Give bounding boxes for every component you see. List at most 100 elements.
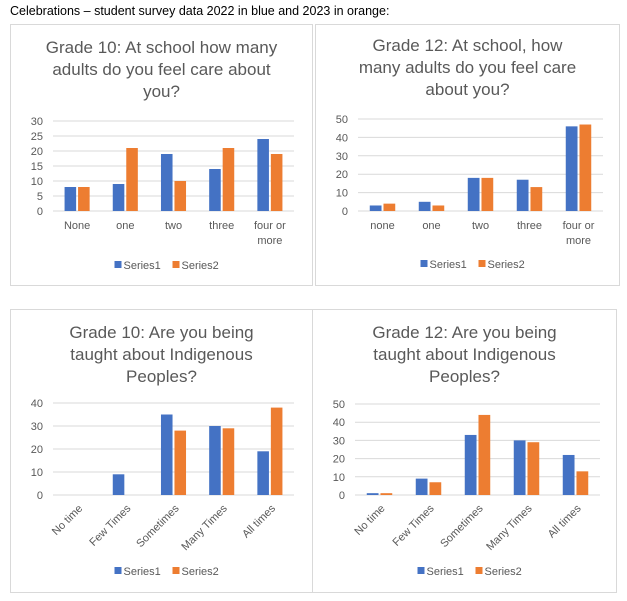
- bar-series2: [222, 428, 235, 495]
- chart-plot: 0 5 10 15 20 25 30 None one two three four or more Se…: [31, 116, 294, 272]
- bar-series2: [576, 471, 589, 495]
- x-tick-label: Few Times: [391, 502, 437, 548]
- y-tick-label: 15: [31, 161, 43, 173]
- x-tick-label: All times: [546, 502, 584, 540]
- bar-series2: [270, 154, 283, 211]
- bar-series2: [174, 181, 187, 211]
- chart-title-line: Peoples?: [429, 367, 500, 386]
- bar-series2: [383, 203, 396, 211]
- legend-label: Series2: [182, 566, 219, 578]
- y-tick-label: 10: [31, 176, 43, 188]
- chart-title: Grade 12: At school, how many adults do …: [316, 35, 619, 101]
- x-tick-label: No time: [352, 503, 387, 538]
- x-tick-label: four or: [563, 220, 595, 232]
- bar-series1: [516, 179, 529, 211]
- x-tick-label: Few Times: [87, 502, 133, 548]
- chart-title-line: taught about Indigenous: [70, 345, 253, 364]
- bar-series1: [464, 434, 477, 495]
- bar-series1: [369, 205, 382, 211]
- legend-swatch-series1: [420, 260, 428, 267]
- legend-label: Series2: [485, 566, 522, 578]
- chart-grade10-indigenous: Grade 10: Are you being taught about Ind…: [10, 309, 313, 593]
- bar-series1: [209, 169, 221, 211]
- y-tick-label: 30: [333, 435, 345, 447]
- bar-series1: [112, 184, 125, 211]
- chart-title-line: taught about Indigenous: [373, 345, 556, 364]
- x-tick-label: None: [64, 220, 90, 232]
- legend-swatch-series1: [114, 567, 122, 574]
- legend-swatch-series2: [478, 260, 486, 267]
- x-tick-label: four or: [254, 220, 286, 232]
- legend-swatch-series1: [114, 261, 122, 268]
- chart-title: Grade 10: At school how many adults do y…: [11, 37, 312, 103]
- y-tick-label: 20: [336, 169, 348, 181]
- bar-series2: [481, 177, 494, 211]
- bar-series1: [209, 426, 221, 495]
- x-tick-label: one: [422, 220, 440, 232]
- chart-grade10-adults-care: Grade 10: At school how many adults do y…: [10, 24, 313, 286]
- bar-series2: [270, 407, 283, 495]
- legend-label: Series2: [182, 260, 219, 272]
- bar-series1: [64, 187, 77, 211]
- chart-title-line: Grade 12: At school, how: [372, 36, 563, 55]
- bar-series1: [257, 451, 269, 495]
- bar-series1: [160, 154, 173, 211]
- bar-series1: [513, 440, 526, 495]
- chart-title-line: Grade 10: Are you being: [69, 323, 254, 342]
- x-tick-label: three: [209, 220, 234, 232]
- chart-title-line: Peoples?: [126, 367, 197, 386]
- y-tick-label: 20: [31, 146, 43, 158]
- bar-series2: [478, 414, 491, 495]
- x-tick-label: No time: [50, 503, 85, 538]
- chart-title-line: adults do you feel care about: [52, 60, 271, 79]
- bar-series2: [579, 124, 592, 211]
- x-tick-label: more: [566, 235, 591, 247]
- y-tick-label: 50: [336, 114, 348, 126]
- x-tick-label: more: [257, 235, 282, 247]
- bar-series1: [366, 493, 379, 495]
- legend-label: Series1: [124, 566, 161, 578]
- chart-title-line: Grade 12: Are you being: [372, 323, 557, 342]
- y-tick-label: 10: [336, 188, 348, 200]
- bar-series2: [432, 205, 445, 211]
- legend-swatch-series1: [417, 567, 425, 574]
- bar-series2: [174, 430, 187, 495]
- chart-title: Grade 10: Are you being taught about Ind…: [11, 322, 312, 388]
- chart-grade12-indigenous: Grade 12: Are you being taught about Ind…: [312, 309, 617, 593]
- legend-label: Series1: [427, 566, 464, 578]
- bar-series2: [527, 442, 540, 495]
- bar-series1: [562, 454, 575, 495]
- y-tick-label: 30: [31, 421, 43, 433]
- legend-label: Series1: [124, 260, 161, 272]
- y-tick-label: 20: [333, 454, 345, 466]
- bar-series1: [467, 177, 480, 211]
- y-tick-label: 30: [31, 116, 43, 128]
- x-tick-label: none: [370, 220, 394, 232]
- x-tick-label: All times: [240, 502, 278, 540]
- y-tick-label: 40: [336, 132, 348, 144]
- y-tick-label: 25: [31, 131, 43, 143]
- y-tick-label: 50: [333, 399, 345, 411]
- y-tick-label: 5: [37, 191, 43, 203]
- y-tick-label: 0: [342, 206, 348, 218]
- x-tick-label: three: [517, 220, 542, 232]
- x-tick-label: two: [472, 220, 489, 232]
- page-caption: Celebrations – student survey data 2022 …: [10, 4, 390, 18]
- bar-series2: [78, 187, 90, 211]
- x-tick-label: Sometimes: [438, 502, 486, 550]
- bar-series2: [380, 493, 393, 495]
- bar-series1: [257, 139, 269, 211]
- legend-swatch-series2: [172, 261, 180, 268]
- bar-series1: [415, 478, 428, 495]
- x-tick-label: one: [116, 220, 134, 232]
- chart-title: Grade 12: Are you being taught about Ind…: [313, 322, 616, 388]
- bar-series2: [530, 187, 543, 211]
- y-tick-label: 0: [339, 490, 345, 502]
- y-tick-label: 40: [31, 398, 43, 410]
- bar-series1: [565, 126, 578, 211]
- chart-title-line: Grade 10: At school how many: [45, 38, 278, 57]
- y-tick-label: 0: [37, 490, 43, 502]
- legend-swatch-series2: [475, 567, 483, 574]
- y-tick-label: 20: [31, 444, 43, 456]
